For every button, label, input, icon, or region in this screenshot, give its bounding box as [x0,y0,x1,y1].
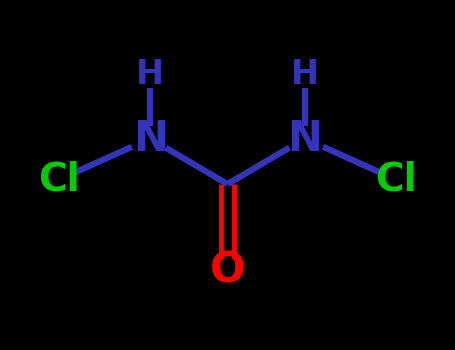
Text: Cl: Cl [38,161,80,198]
Text: H: H [291,58,319,91]
Text: Cl: Cl [375,161,417,198]
Text: H: H [136,58,164,91]
Text: N: N [133,118,167,160]
Text: N: N [288,118,322,160]
Text: O: O [210,250,245,292]
